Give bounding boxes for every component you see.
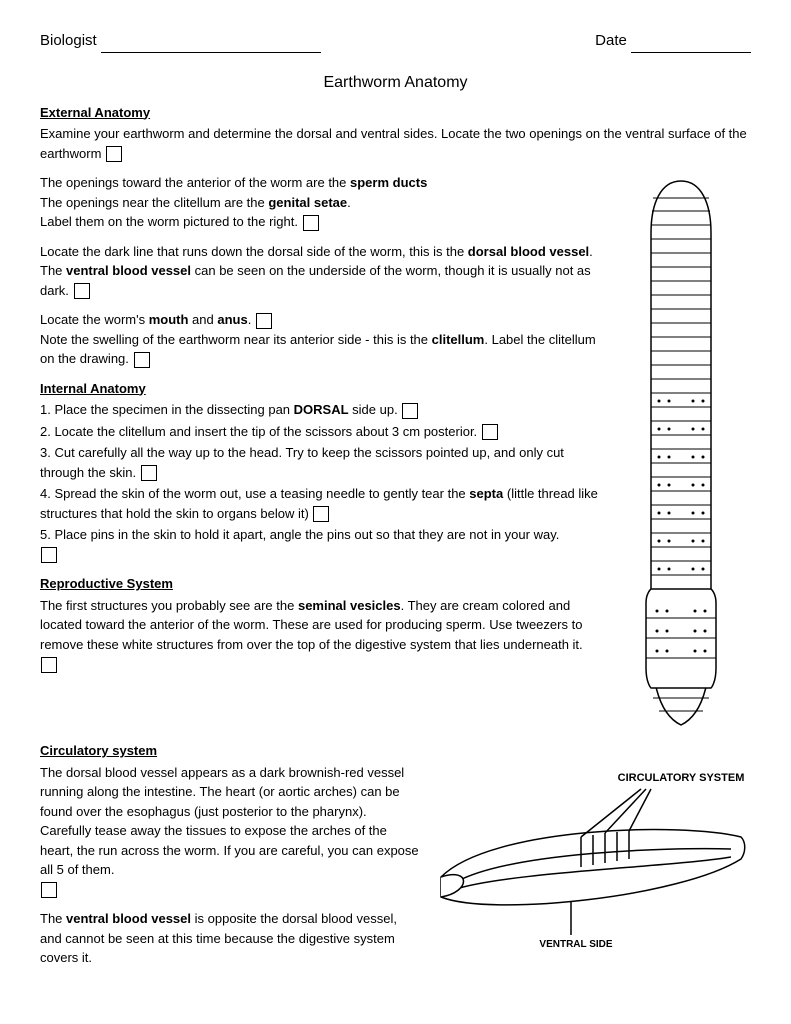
date-label: Date [595,32,627,49]
checkbox[interactable] [134,352,150,368]
text: 1. Place the specimen in the dissecting … [40,402,294,417]
text: 5. Place pins in the skin to hold it apa… [40,527,559,542]
text: Label them on the worm pictured to the r… [40,214,298,229]
circulatory-diagram: CIRCULATORY SYSTEM VENTRAL SIDE [431,767,751,957]
text: . [248,312,252,327]
date-blank[interactable] [631,52,751,53]
fig-title: CIRCULATORY SYSTEM [618,772,745,784]
text: 4. Spread the skin of the worm out, use … [40,486,469,501]
term-ventral-vessel-2: ventral blood vessel [66,911,191,926]
text: Examine your earthworm and determine the… [40,126,747,161]
checkbox[interactable] [41,882,57,898]
term-septa: septa [469,486,503,501]
text: Note the swelling of the earthworm near … [40,332,432,347]
earthworm-diagram [611,173,751,733]
term-ventral-vessel: ventral blood vessel [66,263,191,278]
text: Locate the worm's [40,312,149,327]
checkbox[interactable] [41,657,57,673]
term-sperm-ducts: sperm ducts [350,175,427,190]
term-genital-setae: genital setae [268,195,347,210]
external-p1: Examine your earthworm and determine the… [40,124,751,163]
term-clitellum: clitellum [432,332,485,347]
text: and [188,312,217,327]
term-dorsal-vessel: dorsal blood vessel [468,244,589,259]
checkbox[interactable] [106,146,122,162]
biologist-blank[interactable] [101,52,321,53]
term-dorsal: DORSAL [294,402,349,417]
term-anus: anus [217,312,247,327]
checkbox[interactable] [482,424,498,440]
text: 2. Locate the clitellum and insert the t… [40,424,477,439]
page-title: Earthworm Anatomy [40,71,751,95]
text: The openings toward the anterior of the … [40,175,350,190]
biologist-label: Biologist [40,32,97,49]
external-heading: External Anatomy [40,103,751,123]
fig-ventral-label: VENTRAL SIDE [539,939,612,950]
checkbox[interactable] [74,283,90,299]
date-field: Date [595,30,751,53]
checkbox[interactable] [41,547,57,563]
circ-heading: Circulatory system [40,741,751,761]
term-mouth: mouth [149,312,189,327]
text: The [40,911,66,926]
checkbox[interactable] [141,465,157,481]
text: . [347,195,351,210]
text: The dorsal blood vessel appears as a dar… [40,765,419,878]
text: side up. [349,402,398,417]
checkbox[interactable] [313,506,329,522]
checkbox[interactable] [256,313,272,329]
text: The first structures you probably see ar… [40,598,298,613]
text: 3. Cut carefully all the way up to the h… [40,445,564,480]
biologist-field: Biologist [40,30,321,53]
checkbox[interactable] [402,403,418,419]
text: Locate the dark line that runs down the … [40,244,468,259]
term-seminal-vesicles: seminal vesicles [298,598,401,613]
checkbox[interactable] [303,215,319,231]
text: The openings near the clitellum are the [40,195,268,210]
